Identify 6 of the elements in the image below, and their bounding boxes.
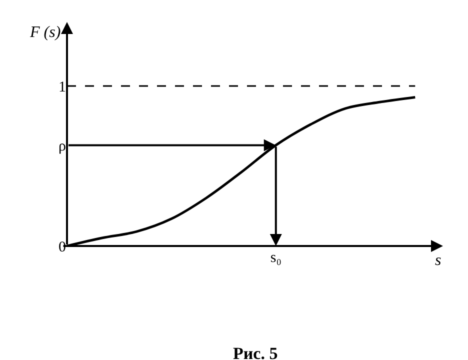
text: Рис. 5 <box>233 344 278 360</box>
x-tick-label: s₀ <box>270 250 282 266</box>
y-axis-title: F (s) <box>29 24 61 41</box>
y-tick-label: ρ <box>58 138 66 154</box>
y-tick-label: 1 <box>58 79 66 96</box>
x-axis-title: s <box>435 252 442 269</box>
